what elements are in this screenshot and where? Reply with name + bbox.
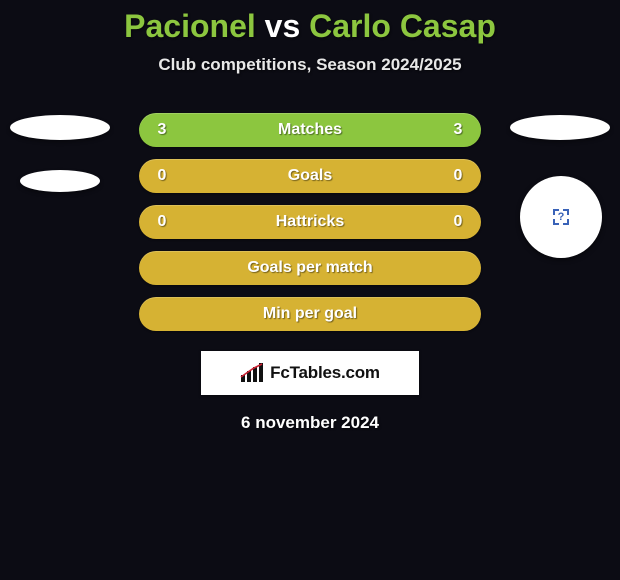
competition-subtitle: Club competitions, Season 2024/2025 [0,55,620,75]
stat-left-value: 0 [153,167,171,185]
player2-avatar-area [510,115,610,140]
logo-text: FcTables.com [270,363,380,383]
avatar-placeholder [20,170,100,192]
player1-name: Pacionel [124,8,256,44]
question-icon: ? [553,209,569,225]
vs-label: vs [265,8,301,44]
stat-label: Min per goal [171,305,449,323]
player1-avatar-area [10,115,110,192]
bars-icon [240,363,266,383]
stat-row: 0Goals0 [139,159,481,193]
stat-label: Goals per match [171,259,449,277]
comparison-title: Pacionel vs Carlo Casap [0,0,620,45]
stat-right-value: 3 [449,121,467,139]
stat-label: Hattricks [171,213,449,231]
player2-name: Carlo Casap [309,8,496,44]
stat-left-value: 0 [153,213,171,231]
avatar-placeholder [510,115,610,140]
fctables-logo: FcTables.com [201,351,419,395]
stat-row: Min per goal [139,297,481,331]
stat-right-value: 0 [449,167,467,185]
stat-label: Goals [171,167,449,185]
snapshot-date: 6 november 2024 [0,413,620,433]
stat-right-value: 0 [449,213,467,231]
stat-row: 3Matches3 [139,113,481,147]
club-badge: ? [520,176,602,258]
stat-left-value: 3 [153,121,171,139]
stat-label: Matches [171,121,449,139]
stat-row: Goals per match [139,251,481,285]
avatar-placeholder [10,115,110,140]
stat-row: 0Hattricks0 [139,205,481,239]
